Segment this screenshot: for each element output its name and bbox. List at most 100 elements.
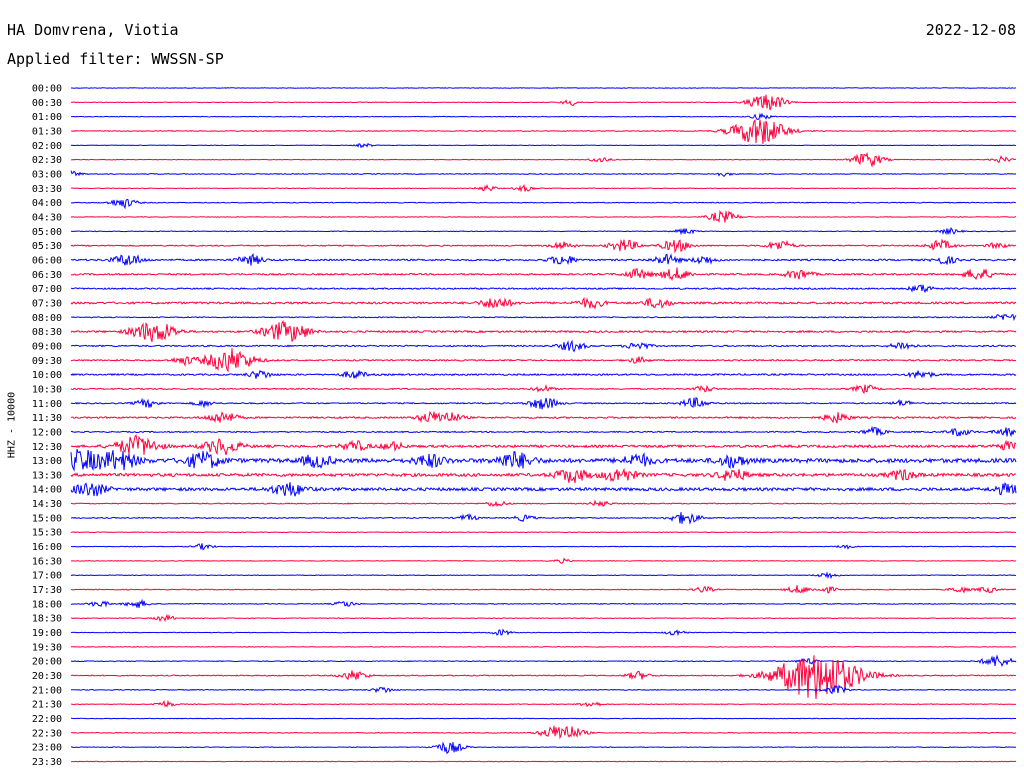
seismic-trace-row	[70, 94, 1017, 111]
row-time-label: 10:30	[32, 384, 62, 395]
row-time-label: 04:00	[32, 198, 62, 209]
seismic-trace-row	[70, 448, 1017, 472]
row-time-label: 11:00	[32, 399, 62, 410]
seismic-trace-row	[70, 571, 1017, 580]
seismic-trace-row	[70, 467, 1017, 484]
seismic-trace-row	[70, 112, 1017, 121]
row-time-label: 13:30	[32, 470, 62, 481]
filter-label: Applied filter: WWSSN-SP	[7, 50, 224, 68]
seismic-trace-row	[70, 482, 1017, 497]
record-date: 2022-12-08	[925, 21, 1016, 39]
row-time-label: 16:00	[32, 542, 62, 553]
seismic-trace-row	[70, 499, 1017, 508]
seismic-trace-row	[70, 314, 1017, 322]
seismic-trace-row	[70, 760, 1017, 763]
station-title: HA Domvrena, Viotia	[7, 21, 179, 39]
row-time-label: 09:30	[32, 356, 62, 367]
row-time-label: 17:30	[32, 585, 62, 596]
seismic-trace-row	[70, 613, 1017, 623]
seismic-trace-row	[70, 87, 1017, 89]
seismic-trace-row	[70, 543, 1017, 551]
seismic-trace-row	[70, 319, 1017, 343]
seismic-trace-row	[70, 598, 1017, 608]
row-time-label: 18:00	[32, 599, 62, 610]
seismic-trace-row	[70, 284, 1017, 294]
row-time-label: 03:30	[32, 184, 62, 195]
seismic-trace-row	[70, 296, 1017, 310]
seismic-trace-row	[70, 741, 1017, 755]
seismic-trace-row	[70, 654, 1017, 668]
row-time-label: 08:30	[32, 327, 62, 338]
seismic-trace-row	[70, 725, 1017, 740]
seismic-trace-row	[70, 227, 1017, 236]
row-time-label: 14:30	[32, 499, 62, 510]
row-time-label: 02:00	[32, 141, 62, 152]
seismic-trace-row	[70, 348, 1017, 373]
row-time-label: 02:30	[32, 155, 62, 166]
seismic-trace-row	[70, 119, 1017, 144]
seismic-trace-row	[70, 267, 1017, 282]
row-time-label: 06:00	[32, 255, 62, 266]
seismic-trace-row	[70, 142, 1017, 149]
row-time-label: 07:30	[32, 298, 62, 309]
row-time-label: 12:30	[32, 442, 62, 453]
seismic-trace-row	[70, 585, 1017, 594]
row-time-label: 01:00	[32, 112, 62, 123]
row-time-label: 00:30	[32, 98, 62, 109]
seismic-trace-row	[70, 699, 1017, 708]
row-time-label: 12:00	[32, 427, 62, 438]
row-time-label: 00:00	[32, 84, 62, 95]
row-time-label: 19:00	[32, 628, 62, 639]
row-time-label: 03:00	[32, 169, 62, 180]
row-time-label: 04:30	[32, 212, 62, 223]
seismic-trace-row	[70, 253, 1017, 266]
row-time-label: 14:00	[32, 485, 62, 496]
seismic-trace-row	[70, 434, 1017, 456]
seismic-trace-row	[70, 209, 1017, 224]
seismic-trace-row	[70, 557, 1017, 564]
row-time-label: 21:00	[32, 685, 62, 696]
row-time-label: 15:30	[32, 528, 62, 539]
seismic-trace-row	[70, 151, 1017, 168]
seismic-trace-row	[70, 628, 1017, 637]
seismic-trace-row	[70, 339, 1017, 353]
row-time-label: 22:30	[32, 728, 62, 739]
row-time-label: 15:00	[32, 513, 62, 524]
row-time-label: 20:30	[32, 671, 62, 682]
seismic-trace-row	[70, 425, 1017, 438]
row-time-label: 19:30	[32, 642, 62, 653]
row-time-label: 01:30	[32, 126, 62, 137]
row-time-label: 21:30	[32, 700, 62, 711]
seismic-trace-row	[70, 684, 1017, 695]
row-time-label: 17:00	[32, 571, 62, 582]
row-time-label: 20:00	[32, 657, 62, 668]
row-time-label: 23:30	[32, 757, 62, 768]
seismic-trace-row	[70, 170, 1017, 177]
row-time-label: 05:30	[32, 241, 62, 252]
seismic-trace-row	[70, 655, 1017, 700]
row-time-label: 16:30	[32, 556, 62, 567]
row-time-label: 07:00	[32, 284, 62, 295]
seismic-trace-row	[70, 646, 1017, 648]
row-time-label: 22:00	[32, 714, 62, 725]
row-time-label: 05:00	[32, 227, 62, 238]
row-time-label: 09:00	[32, 341, 62, 352]
seismic-trace-row	[70, 369, 1017, 380]
row-time-label: 18:30	[32, 614, 62, 625]
row-time-label: 11:30	[32, 413, 62, 424]
seismic-trace-row	[70, 384, 1017, 395]
row-time-label: 13:00	[32, 456, 62, 467]
seismic-trace-row	[71, 198, 1017, 210]
seismic-trace-row	[70, 397, 1017, 410]
seismic-trace-row	[70, 184, 1017, 193]
seismic-trace-row	[70, 410, 1017, 424]
row-time-label: 23:00	[32, 743, 62, 754]
seismic-trace-row	[70, 512, 1017, 525]
row-time-label: 10:00	[32, 370, 62, 381]
seismic-trace-row	[70, 238, 1017, 254]
row-time-label: 08:00	[32, 313, 62, 324]
row-time-label: 06:30	[32, 270, 62, 281]
seismic-trace-row	[70, 531, 1017, 534]
seismic-trace-row	[70, 717, 1016, 720]
